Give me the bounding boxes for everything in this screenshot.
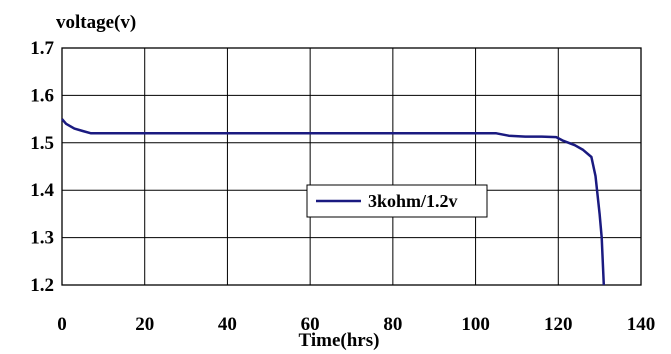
x-tick-label: 100 <box>461 314 490 335</box>
y-tick-label: 1.6 <box>30 85 54 106</box>
x-axis-label: Time(hrs) <box>299 330 380 351</box>
y-tick-label: 1.4 <box>30 180 54 201</box>
series-line <box>61 118 606 286</box>
plot-area-border <box>61 47 642 286</box>
legend: 3kohm/1.2v <box>306 184 488 218</box>
series-lines <box>61 118 606 286</box>
x-tick-label: 80 <box>383 314 402 335</box>
y-axis-label: voltage(v) <box>56 12 136 33</box>
x-tick-label: 140 <box>627 314 656 335</box>
x-tick-label: 120 <box>544 314 573 335</box>
x-tick-label: 40 <box>218 314 237 335</box>
y-tick-label: 1.3 <box>30 228 54 249</box>
legend-label: 3kohm/1.2v <box>368 191 458 211</box>
x-tick-label: 60 <box>301 314 320 335</box>
y-tick-label: 1.7 <box>30 38 54 59</box>
y-tick-label: 1.2 <box>30 275 54 296</box>
x-tick-label: 20 <box>135 314 154 335</box>
x-tick-label: 0 <box>57 314 67 335</box>
tick-labels: 1.2 1.3 1.4 1.5 1.6 1.7 0 20 40 60 80 100 120 140 <box>30 38 655 335</box>
y-tick-label: 1.5 <box>30 133 54 154</box>
